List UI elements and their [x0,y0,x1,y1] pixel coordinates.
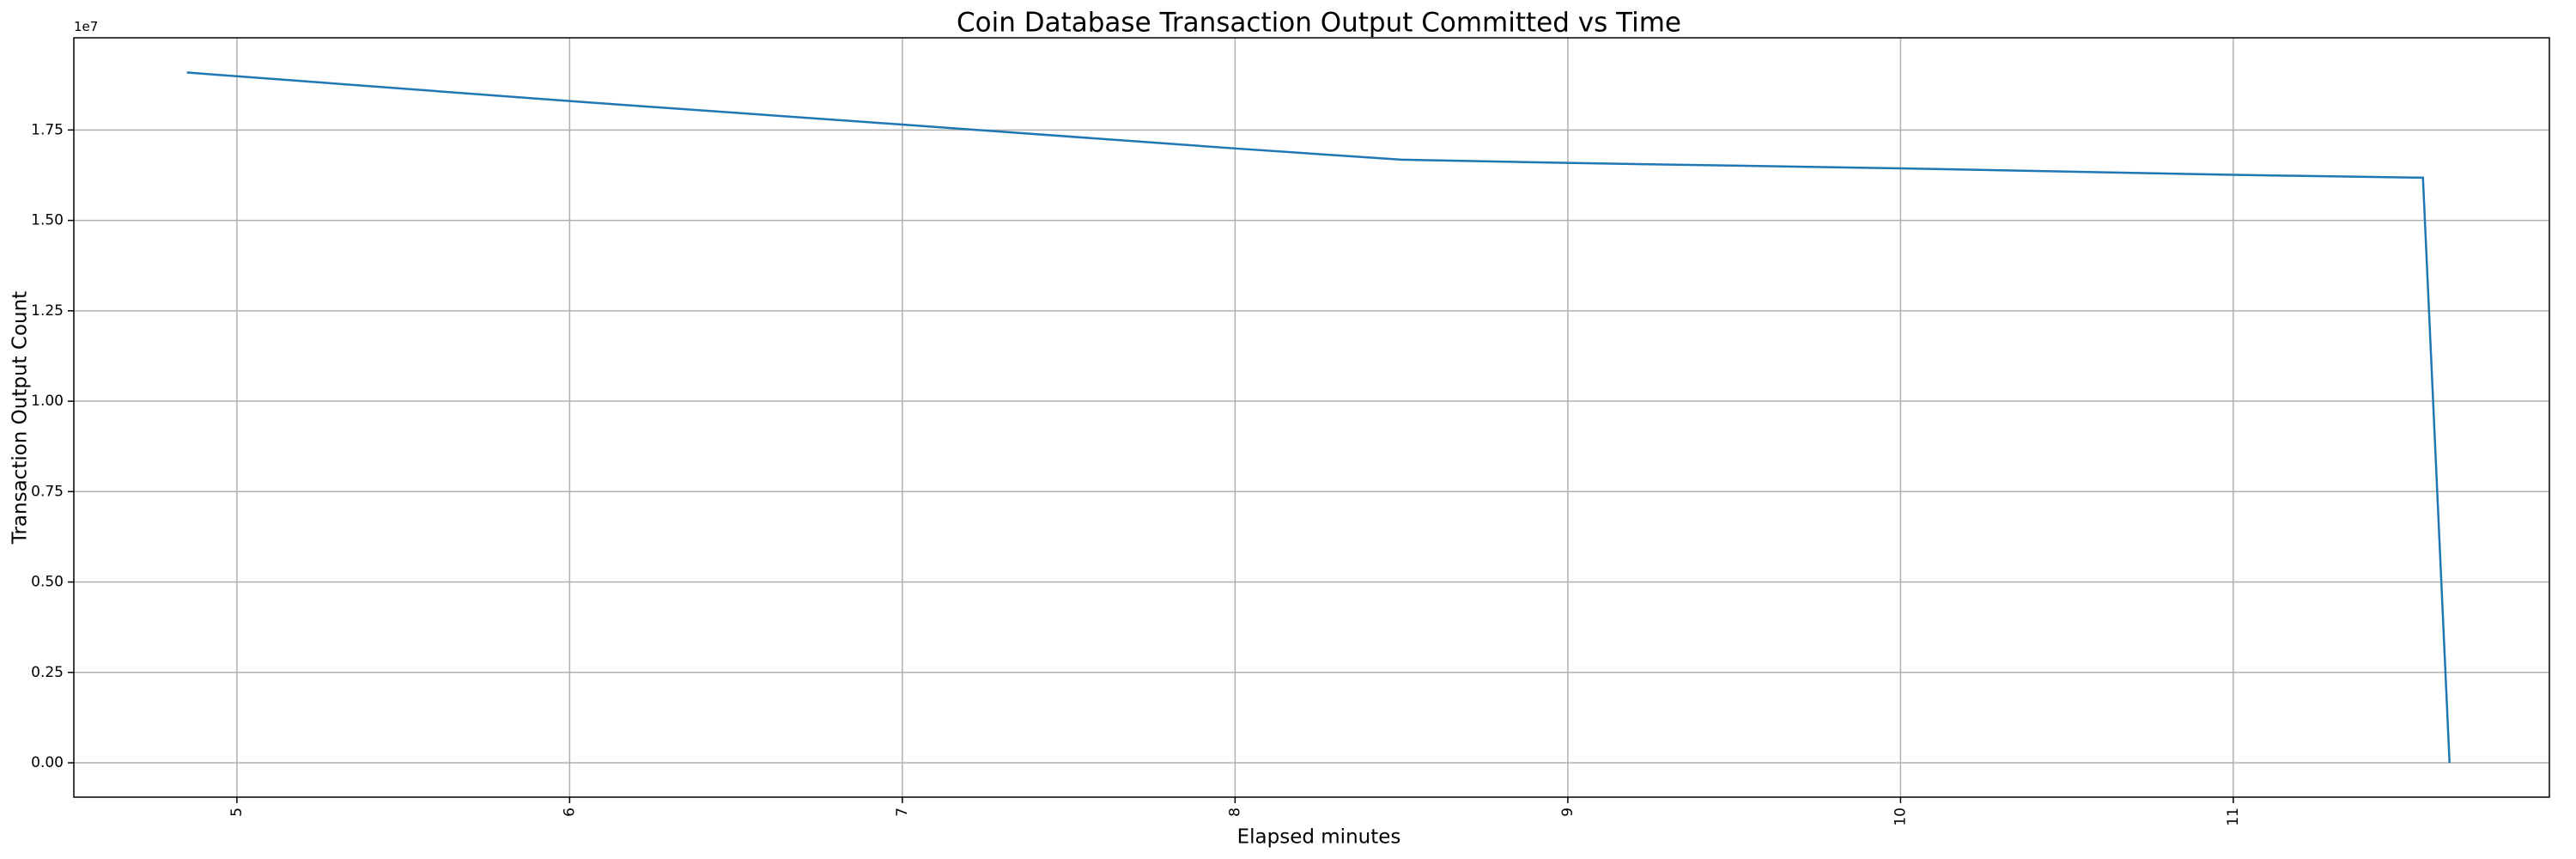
data-line [186,71,2451,764]
y-tick-label: 0.25 [31,664,64,681]
y-tick-label: 1.25 [31,302,64,320]
y-tick-label: 0.50 [31,574,64,591]
x-tick-label: 10 [1892,807,1909,826]
y-tick-label: 1.00 [31,393,64,410]
y-axis-label: Transaction Output Count [9,291,32,545]
y-offset-label: 1e7 [74,19,98,34]
x-tick-label: 8 [1226,807,1243,817]
y-tick-label: 0.75 [31,483,64,500]
plot-frame [73,37,2550,798]
x-tick-label: 5 [228,807,246,817]
y-tick-label: 1.50 [31,212,64,229]
x-tick-label: 9 [1559,807,1577,817]
x-tick-label: 7 [894,807,911,817]
x-tick-label: 11 [2225,807,2242,826]
x-axis-label: Elapsed minutes [1237,826,1401,849]
y-tick-label: 0.00 [31,754,64,771]
y-tick-label: 1.75 [31,121,64,138]
chart-title: Coin Database Transaction Output Committ… [957,8,1681,39]
x-tick-label: 6 [561,807,578,817]
